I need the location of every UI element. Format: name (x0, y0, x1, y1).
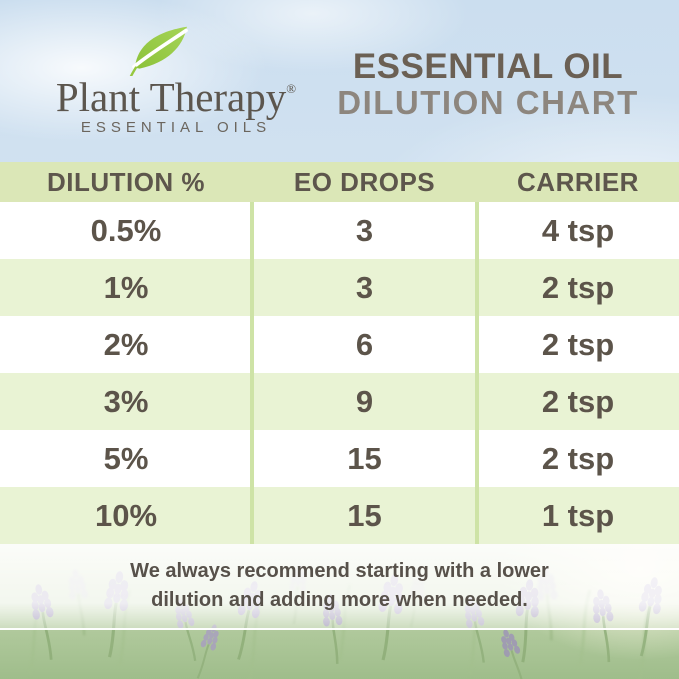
carrier-cell: 1 tsp (541, 498, 615, 533)
table-row: 5% 15 2 tsp (0, 430, 679, 487)
dilution-cell: 10% (94, 498, 158, 533)
carrier-cell: 2 tsp (541, 441, 615, 476)
column-header-dilution: DILUTION % (46, 167, 206, 197)
dilution-cell: 1% (103, 270, 149, 305)
leaf-icon (129, 26, 188, 76)
column-divider (475, 202, 479, 544)
chart-title-line1: ESSENTIAL OIL (352, 47, 624, 86)
registered-mark: ® (286, 81, 297, 96)
carrier-cell: 2 tsp (541, 270, 615, 305)
eo-drops-cell: 15 (347, 441, 382, 476)
table-header-row: DILUTION % EO DROPS CARRIER (0, 162, 679, 202)
table-row: 10% 15 1 tsp (0, 487, 679, 544)
table-row: 1% 3 2 tsp (0, 259, 679, 316)
chart-title-line2: DILUTION CHART (337, 84, 639, 121)
eo-drops-cell: 3 (355, 213, 374, 248)
carrier-cell: 4 tsp (541, 213, 615, 248)
table-row: 0.5% 3 4 tsp (0, 202, 679, 259)
footer-note-line1: We always recommend starting with a lowe… (130, 560, 549, 582)
carrier-cell: 2 tsp (541, 327, 615, 362)
eo-drops-cell: 15 (347, 498, 382, 533)
eo-drops-cell: 6 (355, 327, 374, 362)
column-header-carrier: CARRIER (517, 167, 639, 197)
dilution-cell: 0.5% (90, 213, 162, 248)
carrier-cell: 2 tsp (541, 384, 615, 419)
dilution-cell: 2% (103, 327, 149, 362)
eo-drops-cell: 9 (355, 384, 374, 419)
chart-title: ESSENTIAL OIL DILUTION CHART (318, 47, 658, 121)
dilution-table: DILUTION % EO DROPS CARRIER 0.5% 3 4 tsp… (0, 162, 679, 544)
brand-logo: Plant Therapy® ESSENTIAL OILS (38, 24, 314, 136)
table-row: 2% 6 2 tsp (0, 316, 679, 373)
footer-note: We always recommend starting with a lowe… (0, 544, 679, 615)
dilution-cell: 3% (103, 384, 149, 419)
eo-drops-cell: 3 (355, 270, 374, 305)
dilution-cell: 5% (103, 441, 149, 476)
column-header-eo-drops: EO DROPS (293, 167, 436, 197)
brand-tagline: ESSENTIAL OILS (80, 119, 272, 136)
table-row: 3% 9 2 tsp (0, 373, 679, 430)
footer-note-line2: dilution and adding more when needed. (151, 589, 528, 611)
brand-name: Plant Therapy® (55, 74, 297, 120)
column-divider (250, 202, 254, 544)
footer-note-band: We always recommend starting with a lowe… (0, 544, 679, 630)
